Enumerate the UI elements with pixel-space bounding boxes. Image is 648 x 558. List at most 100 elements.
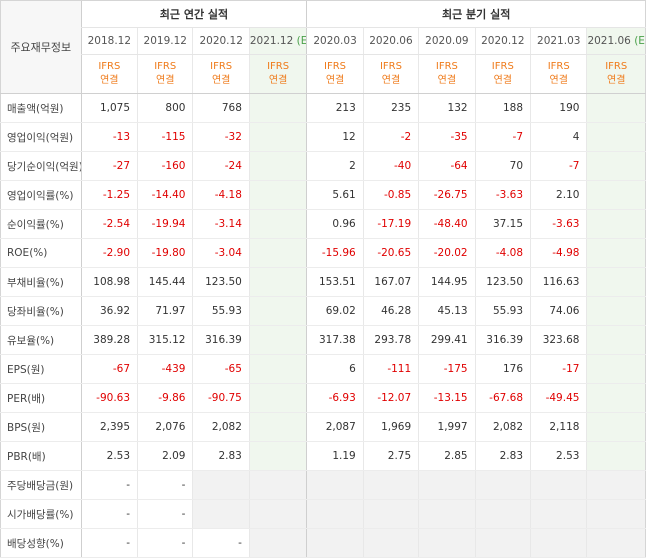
value-cell: -7: [530, 151, 587, 181]
ifrs-basis-label: IFRS 연결: [586, 54, 646, 94]
value-cell: -2.54: [80, 209, 138, 239]
value-cell: -20.65: [362, 238, 419, 268]
value-cell: 37.15: [474, 209, 531, 239]
value-cell: [362, 528, 419, 558]
period-header: 2020.06: [362, 27, 419, 55]
row-label: 주당배당금(원): [0, 470, 82, 500]
value-cell: -7: [474, 122, 531, 152]
table-row: 매출액(억원) 1,075 800 768 213 235 132 188 190: [0, 93, 646, 123]
period-header: 2021.03: [530, 27, 587, 55]
value-cell: 2.53: [80, 441, 138, 471]
value-cell: -3.63: [530, 209, 587, 239]
value-cell: 293.78: [362, 325, 419, 355]
value-cell: 317.38: [306, 325, 364, 355]
period-header: 2018.12: [80, 27, 138, 55]
ifrs-basis-label: IFRS 연결: [362, 54, 419, 94]
value-cell: [586, 325, 646, 355]
value-cell: -4.98: [530, 238, 587, 268]
period-header: 2020.12: [192, 27, 250, 55]
value-cell: -2: [362, 122, 419, 152]
table-row: ROE(%) -2.90 -19.80 -3.04 -15.96 -20.65 -20.02…: [0, 238, 646, 268]
value-cell: [530, 499, 587, 529]
value-cell: 2.83: [474, 441, 531, 471]
value-cell: 2.85: [418, 441, 476, 471]
value-cell: 4: [530, 122, 587, 152]
row-label: EPS(원): [0, 354, 82, 384]
value-cell: [418, 470, 476, 500]
value-cell: [586, 441, 646, 471]
table-row: PER(배) -90.63 -9.86 -90.75 -6.93 -12.07 -13.15…: [0, 383, 646, 413]
value-cell: 800: [137, 93, 193, 123]
value-cell: 2.09: [137, 441, 193, 471]
value-cell: [586, 412, 646, 442]
value-cell: -1.25: [80, 180, 138, 210]
table-row: PBR(배) 2.53 2.09 2.83 1.19 2.75 2.85 2.83 2.53: [0, 441, 646, 471]
value-cell: [192, 470, 250, 500]
value-cell: -115: [137, 122, 193, 152]
table-row: 부채비율(%) 108.98 145.44 123.50 153.51 167.07 144…: [0, 267, 646, 297]
value-cell: [586, 151, 646, 181]
row-label: PBR(배): [0, 441, 82, 471]
value-cell: [248, 209, 307, 239]
value-cell: 316.39: [474, 325, 531, 355]
value-cell: -19.94: [137, 209, 193, 239]
value-cell: [586, 470, 646, 500]
table-row: 시가배당률(%) - -: [0, 499, 646, 529]
value-cell: -48.40: [418, 209, 476, 239]
value-cell: [248, 180, 307, 210]
value-cell: 132: [418, 93, 476, 123]
table-row: 당좌비율(%) 36.92 71.97 55.93 69.02 46.28 45.13 55.…: [0, 296, 646, 326]
value-cell: [248, 383, 307, 413]
value-cell: -12.07: [362, 383, 419, 413]
value-cell: 2.75: [362, 441, 419, 471]
table-row: 유보율(%) 389.28 315.12 316.39 317.38 293.78 299.…: [0, 325, 646, 355]
value-cell: -32: [192, 122, 250, 152]
row-label: 영업이익률(%): [0, 180, 82, 210]
value-cell: -4.08: [474, 238, 531, 268]
period-header: 2021.06 (E): [586, 27, 646, 55]
row-label: 시가배당률(%): [0, 499, 82, 529]
value-cell: -: [137, 499, 193, 529]
ifrs-basis-label: IFRS 연결: [306, 54, 364, 94]
value-cell: -40: [362, 151, 419, 181]
value-cell: [248, 470, 307, 500]
value-cell: [586, 528, 646, 558]
value-cell: [248, 122, 307, 152]
row-label: 부채비율(%): [0, 267, 82, 297]
value-cell: [248, 499, 307, 529]
value-cell: -9.86: [137, 383, 193, 413]
value-cell: 36.92: [80, 296, 138, 326]
ifrs-basis-label: IFRS 연결: [530, 54, 587, 94]
value-cell: [192, 499, 250, 529]
table-row: 당기순이익(억원) -27 -160 -24 2 -40 -64 70 -7: [0, 151, 646, 181]
value-cell: -90.75: [192, 383, 250, 413]
value-cell: [248, 412, 307, 442]
value-cell: -15.96: [306, 238, 364, 268]
value-cell: -17: [530, 354, 587, 384]
period-header: 2020.03: [306, 27, 364, 55]
value-cell: [586, 296, 646, 326]
row-label: ROE(%): [0, 238, 82, 268]
table-row: EPS(원) -67 -439 -65 6 -111 -175 176 -17: [0, 354, 646, 384]
value-cell: 1,969: [362, 412, 419, 442]
value-cell: [362, 499, 419, 529]
value-cell: 190: [530, 93, 587, 123]
value-cell: -: [80, 470, 138, 500]
value-cell: 2,082: [192, 412, 250, 442]
value-cell: 71.97: [137, 296, 193, 326]
value-cell: -3.63: [474, 180, 531, 210]
row-label: 순이익률(%): [0, 209, 82, 239]
period-header: 2021.12 (E): [248, 27, 307, 55]
value-cell: [586, 93, 646, 123]
value-cell: -14.40: [137, 180, 193, 210]
annual-title: 최근 연간 실적: [80, 0, 307, 28]
value-cell: 69.02: [306, 296, 364, 326]
value-cell: -6.93: [306, 383, 364, 413]
value-cell: 167.07: [362, 267, 419, 297]
value-cell: 1,075: [80, 93, 138, 123]
value-cell: [474, 470, 531, 500]
value-cell: 323.68: [530, 325, 587, 355]
row-label: BPS(원): [0, 412, 82, 442]
value-cell: 213: [306, 93, 364, 123]
